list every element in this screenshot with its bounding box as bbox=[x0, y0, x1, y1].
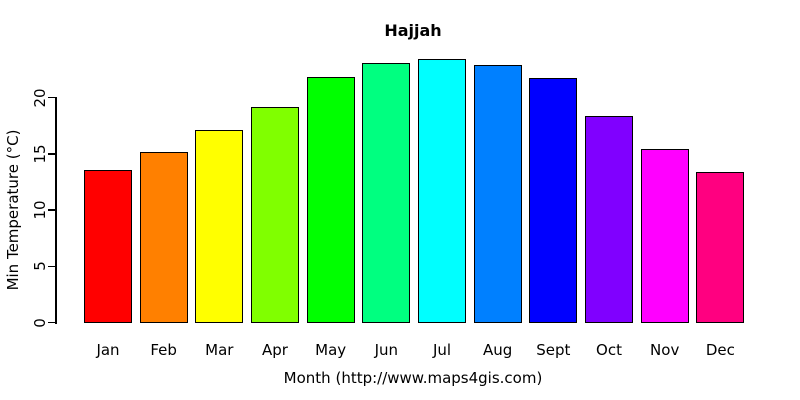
x-category-label: Aug bbox=[483, 341, 513, 359]
y-axis-label: Min Temperature (°C) bbox=[4, 129, 22, 291]
y-tick-label: 0 bbox=[31, 317, 49, 328]
bar-dec bbox=[696, 171, 745, 323]
x-category-label: Dec bbox=[705, 341, 735, 359]
y-tick bbox=[48, 321, 55, 324]
y-tick bbox=[48, 153, 55, 155]
bar-may bbox=[306, 77, 355, 323]
y-axis-line bbox=[55, 96, 57, 324]
bar-feb bbox=[139, 151, 188, 323]
bar-oct bbox=[585, 115, 634, 323]
x-axis-label: Month (http://www.maps4gis.com) bbox=[283, 369, 543, 387]
x-category-label: Oct bbox=[596, 341, 622, 359]
x-category-label: Nov bbox=[650, 341, 680, 359]
bar-sept bbox=[529, 78, 578, 323]
x-category-label: Feb bbox=[150, 341, 177, 359]
bar-mar bbox=[195, 130, 244, 323]
y-tick bbox=[48, 265, 55, 267]
y-tick-label: 20 bbox=[31, 87, 49, 108]
x-category-label: May bbox=[315, 341, 347, 359]
bar-jul bbox=[418, 59, 467, 323]
x-category-label: Jan bbox=[96, 341, 120, 359]
bar-jun bbox=[362, 62, 411, 323]
x-category-label: Sept bbox=[536, 341, 571, 359]
bar-jan bbox=[84, 169, 132, 323]
x-category-label: Jul bbox=[432, 341, 452, 359]
bar-aug bbox=[473, 64, 522, 323]
bar-nov bbox=[640, 149, 689, 323]
x-category-label: Mar bbox=[205, 341, 234, 359]
y-tick-label: 5 bbox=[31, 261, 49, 272]
y-tick-label: 10 bbox=[31, 200, 49, 220]
chart-title: Hajjah bbox=[384, 21, 442, 40]
bar-apr bbox=[251, 106, 299, 323]
y-tick bbox=[48, 209, 55, 211]
y-tick-label: 15 bbox=[31, 144, 49, 164]
x-category-label: Apr bbox=[262, 341, 288, 359]
x-category-label: Jun bbox=[374, 341, 399, 359]
y-tick bbox=[48, 96, 55, 99]
